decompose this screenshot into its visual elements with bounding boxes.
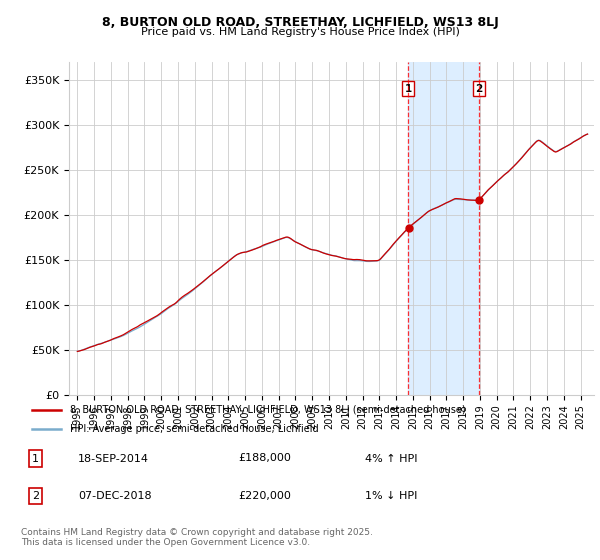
Text: Price paid vs. HM Land Registry's House Price Index (HPI): Price paid vs. HM Land Registry's House … — [140, 27, 460, 37]
Bar — [408, 62, 479, 395]
Text: Contains HM Land Registry data © Crown copyright and database right 2025.
This d: Contains HM Land Registry data © Crown c… — [21, 528, 373, 547]
Text: 8, BURTON OLD ROAD, STREETHAY, LICHFIELD, WS13 8LJ: 8, BURTON OLD ROAD, STREETHAY, LICHFIELD… — [101, 16, 499, 29]
Text: £220,000: £220,000 — [239, 491, 292, 501]
Text: 18-SEP-2014: 18-SEP-2014 — [79, 454, 149, 464]
Text: £188,000: £188,000 — [239, 454, 292, 464]
Text: HPI: Average price, semi-detached house, Lichfield: HPI: Average price, semi-detached house,… — [70, 424, 319, 433]
Text: 4% ↑ HPI: 4% ↑ HPI — [365, 454, 418, 464]
Text: 1: 1 — [32, 454, 39, 464]
Text: 07-DEC-2018: 07-DEC-2018 — [79, 491, 152, 501]
Text: 1: 1 — [404, 83, 412, 94]
Text: 1% ↓ HPI: 1% ↓ HPI — [365, 491, 417, 501]
Text: 2: 2 — [475, 83, 482, 94]
Text: 8, BURTON OLD ROAD, STREETHAY, LICHFIELD, WS13 8LJ (semi-detached house): 8, BURTON OLD ROAD, STREETHAY, LICHFIELD… — [70, 405, 466, 415]
Text: 2: 2 — [32, 491, 39, 501]
